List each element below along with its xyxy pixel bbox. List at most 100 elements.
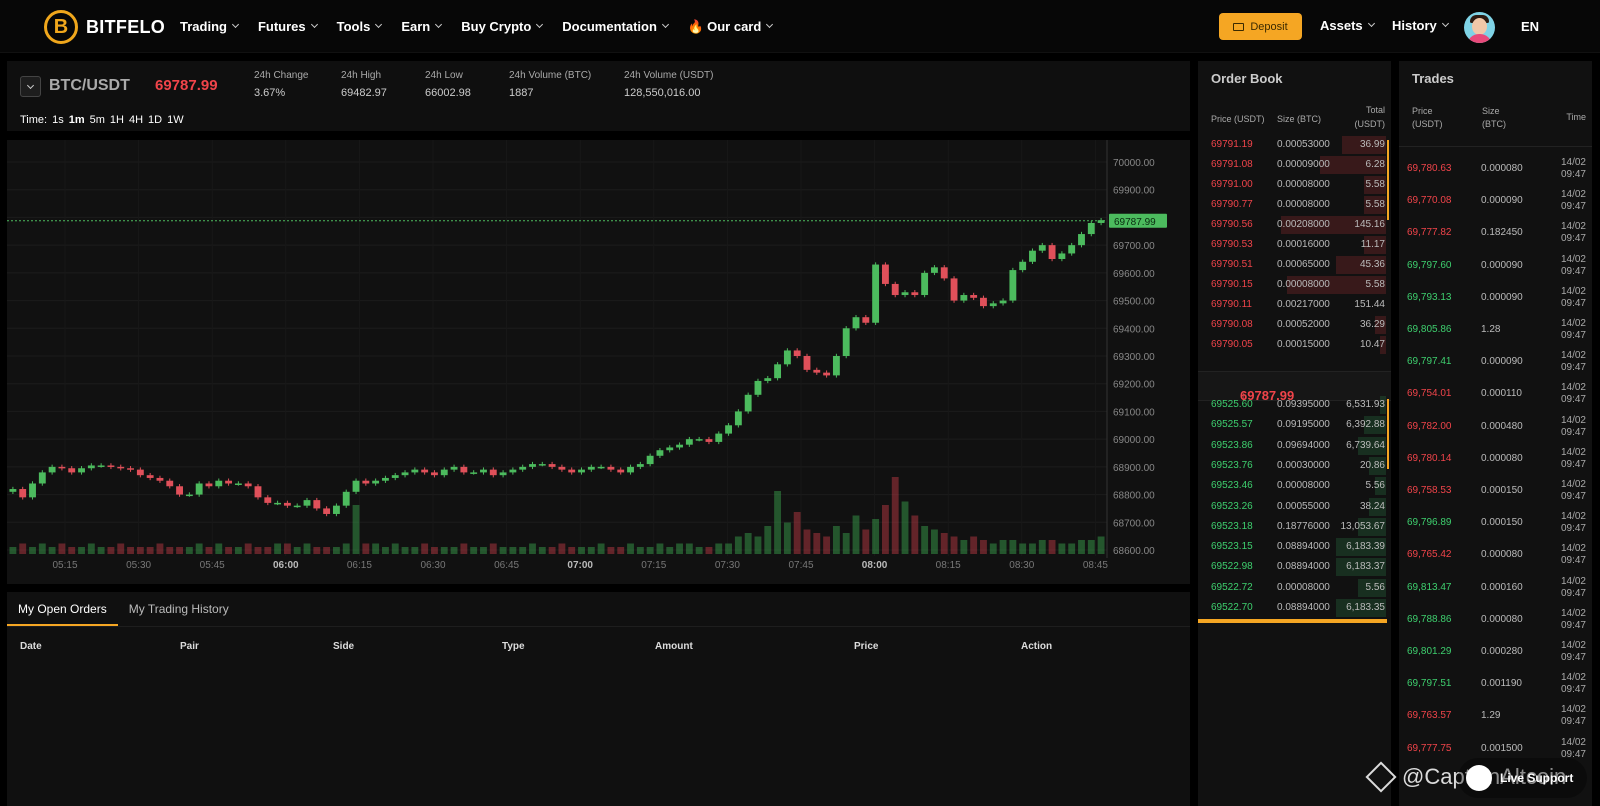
menu-futures[interactable]: Futures [258, 19, 318, 34]
volume-bar [489, 543, 497, 554]
ask-size: 0.00008000 [1277, 199, 1330, 210]
menu-our-card[interactable]: 🔥 Our card [688, 19, 774, 35]
bid-row[interactable]: 69523.26 0.00055000 38.24 [1198, 497, 1391, 517]
trade-clock: 09:47 [1560, 458, 1586, 470]
candle [646, 455, 654, 465]
ask-row[interactable]: 69790.08 0.00052000 36.29 [1198, 315, 1391, 335]
bids-scrollbar[interactable] [1387, 399, 1389, 469]
user-avatar[interactable] [1464, 12, 1495, 43]
brand-name: BITFELO [86, 16, 166, 37]
bid-row[interactable]: 69523.18 0.18776000 13,053.67 [1198, 517, 1391, 537]
ask-row[interactable]: 69790.77 0.00008000 5.58 [1198, 195, 1391, 215]
menu-trading[interactable]: Trading [180, 19, 239, 34]
ask-price: 69791.19 [1211, 139, 1253, 150]
price-chart[interactable]: 70000.0069900.0069800.0069700.0069600.00… [7, 140, 1190, 584]
menu-tools[interactable]: Tools [337, 19, 383, 34]
asks-scrollbar[interactable] [1387, 140, 1389, 220]
trade-price: 69,797.60 [1407, 259, 1452, 271]
ask-row[interactable]: 69790.53 0.00016000 11.17 [1198, 235, 1391, 255]
candle [607, 466, 615, 470]
volume-bar [342, 543, 350, 554]
trade-time: 14/02 09:47 [1561, 415, 1586, 439]
bid-row[interactable]: 69522.72 0.00008000 5.56 [1198, 578, 1391, 598]
candle [852, 317, 860, 329]
ask-row[interactable]: 69790.11 0.00217000 151.44 [1198, 295, 1391, 315]
bid-total: 6,183.37 [1346, 561, 1385, 573]
candle [421, 469, 429, 473]
live-support-button[interactable]: Live Support [1458, 758, 1588, 798]
bid-row[interactable]: 69523.15 0.08894000 6,183.39 [1198, 537, 1391, 557]
menu-earn[interactable]: Earn [401, 19, 443, 34]
trade-date: 14/02 [1560, 511, 1586, 523]
interval-1h[interactable]: 1H [109, 114, 124, 126]
bid-row[interactable]: 69522.98 0.08894000 6,183.37 [1198, 557, 1391, 577]
candle [166, 480, 174, 487]
bid-row[interactable]: 69522.70 0.08894000 6,183.35 [1198, 598, 1391, 618]
bid-row[interactable]: 69523.76 0.00030000 20.86 [1198, 456, 1391, 476]
volume-bar [264, 547, 272, 554]
bid-row[interactable]: 69523.86 0.09694000 6,739.64 [1198, 436, 1391, 456]
ask-row[interactable]: 69790.15 0.00008000 5.58 [1198, 275, 1391, 295]
volume-bar [597, 543, 605, 554]
interval-1w[interactable]: 1W [167, 114, 184, 126]
interval-4h[interactable]: 4H [128, 114, 144, 126]
volume-bar [950, 536, 958, 554]
trade-clock: 09:47 [1560, 523, 1586, 535]
volume-bar [225, 547, 233, 554]
depth-bar [1358, 517, 1386, 536]
trade-time: 14/02 09:47 [1561, 350, 1586, 374]
bid-row[interactable]: 69523.46 0.00008000 5.56 [1198, 476, 1391, 496]
ask-size: 0.00053000 [1277, 139, 1330, 150]
y-tick-label: 69600.00 [1113, 269, 1155, 280]
ask-price: 69790.77 [1211, 199, 1253, 210]
history-menu[interactable]: History [1392, 18, 1449, 33]
ask-row[interactable]: 69791.00 0.00008000 5.58 [1198, 175, 1391, 195]
menu-buy-crypto[interactable]: Buy Crypto [461, 19, 544, 34]
candle [19, 489, 27, 498]
language-switch[interactable]: EN [1521, 19, 1540, 34]
tab-trading-history[interactable]: My Trading History [128, 602, 229, 616]
candle [568, 469, 576, 473]
ask-row[interactable]: 69790.56 0.00208000 145.16 [1198, 215, 1391, 235]
deposit-button[interactable]: Deposit [1219, 13, 1302, 40]
depth-bar [1375, 477, 1386, 496]
brand-logo[interactable]: B BITFELO [44, 10, 165, 44]
trade-time: 14/02 09:47 [1561, 286, 1586, 310]
y-tick-label: 69200.00 [1113, 380, 1155, 391]
volume-bar [774, 491, 782, 554]
interval-1s[interactable]: 1s [52, 114, 64, 126]
bid-row[interactable]: 69525.57 0.09195000 6,392.88 [1198, 415, 1391, 435]
horizontal-scrollbar[interactable] [1198, 619, 1387, 623]
ask-row[interactable]: 69791.08 0.00009000 6.28 [1198, 155, 1391, 175]
ask-row[interactable]: 69790.05 0.00015000 10.47 [1198, 335, 1391, 355]
ask-size: 0.00016000 [1277, 239, 1330, 250]
y-tick-label: 68900.00 [1113, 463, 1155, 474]
volume-bar [1058, 543, 1066, 554]
trade-time: 14/02 09:47 [1561, 640, 1586, 664]
assets-menu[interactable]: Assets [1320, 18, 1375, 33]
live-support-label: Live Support [1500, 771, 1574, 785]
volume-bar [136, 547, 144, 554]
interval-1d[interactable]: 1D [148, 114, 163, 126]
trade-size: 0.000080 [1481, 549, 1523, 561]
ask-row[interactable]: 69790.51 0.00065000 45.36 [1198, 255, 1391, 275]
depth-bar [1336, 599, 1386, 617]
candle [1078, 234, 1085, 246]
pair-dropdown-button[interactable] [20, 76, 41, 97]
candle [636, 464, 644, 467]
bid-size: 0.00030000 [1277, 459, 1330, 471]
ask-row[interactable]: 69791.19 0.00053000 36.99 [1198, 135, 1391, 155]
ask-size: 0.00208000 [1277, 219, 1330, 230]
bid-row[interactable]: 69525.60 0.09395000 6,531.93 [1198, 395, 1391, 415]
interval-1m[interactable]: 1m [68, 114, 85, 126]
menu-documentation[interactable]: Documentation [562, 19, 669, 34]
tab-open-orders[interactable]: My Open Orders [7, 592, 118, 626]
ask-size: 0.00015000 [1277, 339, 1330, 350]
volume-bar [931, 529, 938, 554]
trade-size: 0.000150 [1481, 485, 1523, 496]
stat-value: 3.67% [254, 87, 286, 99]
candle [244, 483, 252, 487]
interval-5m[interactable]: 5m [89, 114, 105, 126]
trade-size: 0.000090 [1481, 259, 1523, 271]
candlestick-chart[interactable]: 70000.0069900.0069800.0069700.0069600.00… [7, 140, 1190, 584]
